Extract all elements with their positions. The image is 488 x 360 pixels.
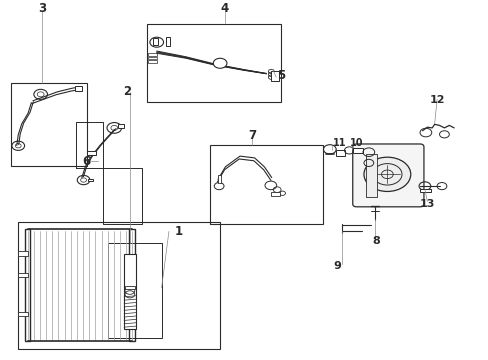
Bar (124, 286, 135, 289)
Bar (75, 86, 81, 91)
Bar (87, 151, 96, 155)
Bar (108, 243, 161, 338)
Bar (271, 71, 278, 81)
Bar (165, 37, 170, 46)
Bar (24, 229, 30, 341)
Bar (18, 273, 28, 277)
Bar (129, 229, 135, 341)
Bar (419, 189, 430, 192)
Bar (153, 38, 158, 45)
Bar (210, 145, 322, 224)
Text: 5: 5 (276, 69, 285, 82)
Bar (88, 179, 93, 181)
Text: 11: 11 (332, 138, 346, 148)
Text: 1: 1 (174, 225, 183, 238)
Text: 4: 4 (221, 2, 229, 15)
Bar (217, 175, 220, 183)
Bar (118, 124, 123, 128)
FancyBboxPatch shape (352, 144, 423, 207)
Bar (148, 53, 157, 56)
Text: 3: 3 (38, 2, 46, 15)
Bar (366, 154, 376, 197)
Circle shape (363, 157, 410, 192)
Bar (148, 60, 157, 63)
Bar (148, 57, 157, 59)
Bar (18, 312, 28, 316)
Text: 8: 8 (371, 237, 379, 247)
Bar (422, 123, 453, 154)
Bar (147, 24, 281, 102)
Text: 10: 10 (349, 138, 363, 148)
Bar (271, 192, 280, 196)
Bar (18, 222, 220, 348)
Text: 12: 12 (428, 95, 444, 105)
Text: 13: 13 (419, 199, 434, 209)
Circle shape (213, 58, 226, 68)
Text: 2: 2 (123, 85, 131, 98)
Text: 9: 9 (332, 261, 341, 271)
Bar (335, 150, 345, 156)
Bar (18, 252, 28, 256)
Text: 6: 6 (81, 154, 90, 168)
Bar (124, 254, 136, 329)
Bar (11, 82, 87, 166)
Text: 7: 7 (247, 129, 255, 141)
Bar (352, 148, 363, 153)
